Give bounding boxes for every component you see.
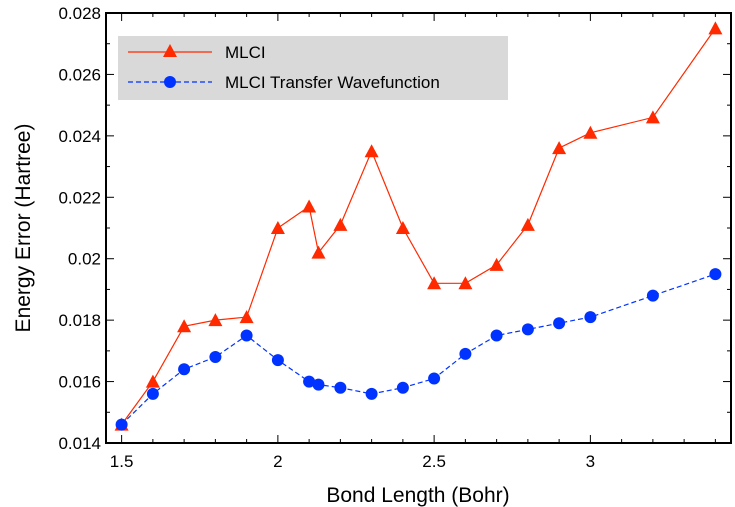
- data-point-mlci: [311, 245, 326, 259]
- x-tick-label: 1.5: [110, 452, 134, 471]
- data-point-mlci: [552, 141, 567, 155]
- data-point-transfer: [312, 378, 325, 391]
- x-tick-label: 3: [586, 452, 595, 471]
- data-point-transfer: [459, 347, 472, 360]
- data-point-transfer: [553, 317, 566, 330]
- legend-box: [118, 36, 508, 100]
- data-point-transfer: [209, 351, 222, 363]
- data-point-mlci: [520, 217, 535, 231]
- y-tick-label: 0.026: [58, 65, 101, 84]
- y-tick-label: 0.014: [58, 434, 101, 453]
- data-point-mlci: [302, 199, 317, 213]
- y-tick-label: 0.028: [58, 4, 101, 23]
- data-point-transfer: [365, 387, 378, 400]
- x-axis-title: Bond Length (Bohr): [326, 484, 509, 507]
- data-point-transfer: [146, 387, 159, 400]
- data-point-transfer: [303, 375, 316, 388]
- data-point-mlci: [645, 110, 660, 124]
- data-point-mlci: [395, 221, 410, 234]
- data-point-transfer: [709, 268, 722, 281]
- data-point-transfer: [428, 372, 441, 385]
- legend-label-mlci: MLCI: [225, 43, 266, 62]
- y-tick-label: 0.02: [68, 250, 101, 269]
- data-point-mlci: [333, 217, 348, 231]
- y-tick-label: 0.024: [58, 127, 101, 146]
- data-point-mlci: [583, 125, 598, 139]
- data-point-transfer: [271, 354, 284, 367]
- data-point-transfer: [334, 381, 347, 394]
- data-point-mlci: [708, 21, 723, 35]
- data-point-mlci: [458, 276, 473, 290]
- series-line-transfer: [121, 273, 716, 426]
- data-point-mlci: [208, 313, 223, 327]
- data-point-mlci: [364, 144, 379, 158]
- data-point-transfer: [584, 311, 597, 324]
- legend-triangle-icon: [163, 44, 177, 57]
- legend-circle-icon: [164, 76, 176, 88]
- data-point-mlci: [489, 257, 504, 271]
- legend-entry-transfer: MLCI Transfer Wavefunction: [128, 73, 440, 92]
- data-point-transfer: [240, 329, 253, 342]
- y-tick-label: 0.018: [58, 311, 101, 330]
- data-point-mlci: [270, 221, 285, 234]
- data-point-transfer: [115, 418, 128, 431]
- data-point-mlci: [145, 374, 160, 388]
- data-point-transfer: [490, 329, 503, 342]
- data-point-transfer: [178, 363, 191, 376]
- y-tick-label: 0.022: [58, 188, 101, 207]
- plot-frame: [105, 12, 732, 444]
- y-tick-label: 0.016: [58, 373, 101, 392]
- legend-entry-mlci: MLCI: [128, 43, 266, 62]
- data-point-transfer: [396, 381, 409, 394]
- data-point-transfer: [646, 289, 659, 302]
- y-axis-title: Energy Error (Hartree): [12, 124, 35, 333]
- legend-label-transfer: MLCI Transfer Wavefunction: [225, 73, 440, 92]
- data-point-mlci: [239, 310, 254, 324]
- data-point-mlci: [427, 276, 442, 290]
- data-point-transfer: [521, 323, 534, 336]
- x-tick-label: 2.5: [422, 452, 446, 471]
- data-point-mlci: [177, 319, 192, 333]
- legend: MLCI MLCI Transfer Wavefunction: [118, 36, 508, 100]
- x-tick-label: 2: [273, 452, 282, 471]
